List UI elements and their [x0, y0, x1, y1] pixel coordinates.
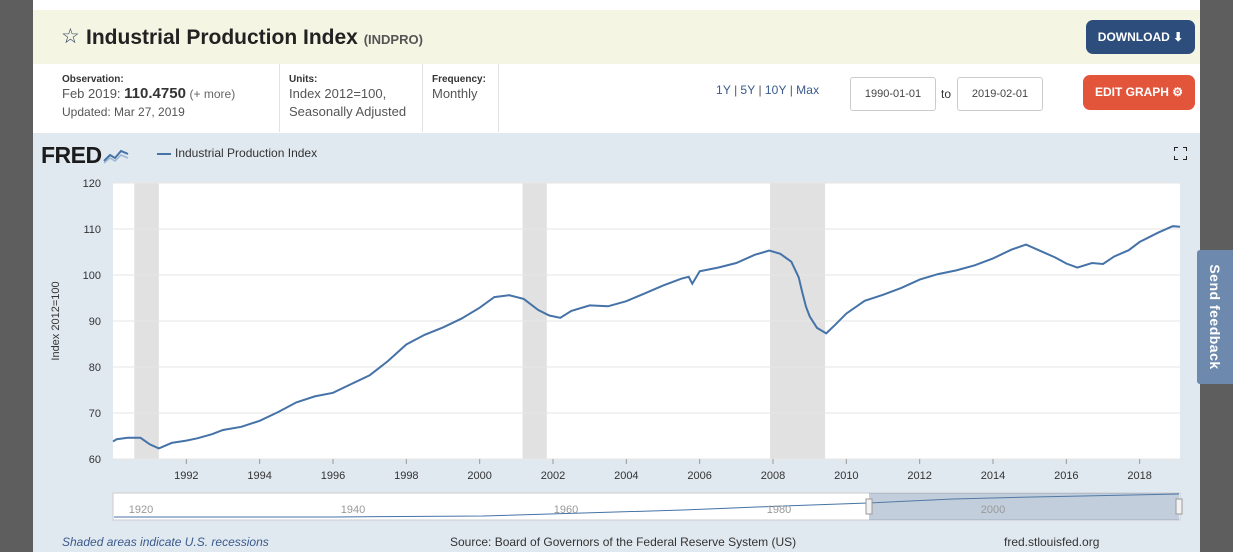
y-axis-ticks: 60 70 80 90 100 110 120	[83, 178, 101, 466]
range-separator: |	[734, 83, 738, 97]
range-separator: |	[758, 83, 762, 97]
x-tick-label: 2008	[761, 470, 785, 482]
navigator-label: 1940	[341, 504, 365, 516]
page-margin-left	[0, 0, 33, 552]
navigator-series	[114, 493, 1180, 518]
more-observations-link[interactable]: (+ more)	[189, 87, 236, 101]
info-divider	[422, 64, 423, 132]
frequency-label: Frequency:	[432, 74, 486, 85]
units-line-1: Index 2012=100,	[289, 86, 387, 101]
y-tick-label: 80	[89, 362, 101, 374]
range-10y[interactable]: 10Y	[764, 83, 787, 97]
navigator-label: 1980	[767, 504, 791, 516]
info-divider	[279, 64, 280, 132]
end-date-input[interactable]: 2019-02-01	[957, 77, 1043, 111]
start-date-input[interactable]: 1990-01-01	[850, 77, 936, 111]
units-label: Units:	[289, 74, 318, 85]
navigator-handle-right[interactable]	[1175, 498, 1183, 515]
date-to-label: to	[941, 87, 952, 101]
x-tick-label: 1996	[321, 470, 345, 482]
range-1y[interactable]: 1Y	[716, 83, 732, 97]
observation-label: Observation:	[62, 74, 124, 85]
series-line	[112, 225, 1181, 450]
chart-legend: Industrial Production Index	[157, 146, 317, 160]
send-feedback-tab[interactable]: Send feedback	[1197, 250, 1233, 384]
edit-graph-label: EDIT GRAPH ⚙	[1094, 85, 1184, 99]
line-chart: 60 70 80 90 100 110 120 1992 1994 1996 1998 2000 20…	[50, 178, 1183, 521]
fred-logo-mark	[102, 149, 129, 164]
frequency-value: Monthly	[432, 86, 478, 101]
legend-label: Industrial Production Index	[175, 146, 318, 160]
y-axis-label: Index 2012=100	[50, 281, 62, 360]
frequency-block: Frequency: Monthly	[432, 64, 498, 132]
series-title: Industrial Production Index	[86, 26, 358, 49]
x-tick-label: 2002	[541, 470, 565, 482]
navigator-labels: 1920 1940 1960 1980 2000	[129, 504, 1005, 516]
y-tick-label: 110	[83, 224, 101, 236]
info-divider	[498, 64, 499, 132]
observation-date: Feb 2019:	[62, 86, 121, 101]
range-selector: 1Y | 5Y | 10Y | Max	[716, 83, 819, 97]
fred-url[interactable]: fred.stlouisfed.org	[1004, 535, 1100, 549]
x-axis-ticks: 1992 1994 1996 1998 2000 2002 2004 2006 2008 2010…	[174, 459, 1152, 482]
series-code: (INDPRO)	[363, 32, 423, 47]
range-5y[interactable]: 5Y	[740, 83, 756, 97]
x-tick-label: 2004	[614, 470, 638, 482]
y-tick-label: 90	[89, 316, 101, 328]
navigator[interactable]: 1920 1940 1960 1980 2000	[112, 492, 1183, 521]
units-line-2: Seasonally Adjusted	[289, 104, 407, 119]
series-page: ☆ Industrial Production Index (INDPRO) D…	[33, 0, 1200, 552]
range-max[interactable]: Max	[796, 83, 820, 97]
x-tick-label: 2000	[467, 470, 491, 482]
x-tick-label: 1992	[174, 470, 198, 482]
send-feedback-label: Send feedback	[1207, 264, 1223, 370]
navigator-selection[interactable]	[869, 493, 1179, 520]
legend-swatch	[157, 152, 171, 155]
fred-logo-text: FRED	[41, 142, 102, 168]
y-tick-label: 100	[83, 270, 101, 282]
chart-panel: FRED Industrial Production Index 60 70 80 9…	[33, 133, 1200, 552]
observation-block: Observation: Feb 2019: 110.4750 (+ more)…	[62, 64, 279, 132]
x-tick-label: 2018	[1127, 470, 1151, 482]
series-header: ☆ Industrial Production Index (INDPRO)	[33, 10, 1200, 64]
y-tick-label: 120	[83, 178, 101, 190]
navigator-handle-left[interactable]	[865, 498, 873, 515]
x-tick-label: 2010	[834, 470, 858, 482]
download-button[interactable]: DOWNLOAD ⬇	[1086, 20, 1195, 54]
x-tick-label: 2006	[687, 470, 711, 482]
edit-graph-button[interactable]: EDIT GRAPH ⚙	[1083, 75, 1195, 110]
observation-value: 110.4750	[124, 85, 186, 102]
navigator-label: 1960	[554, 504, 578, 516]
x-tick-label: 2016	[1054, 470, 1078, 482]
fred-logo: FRED	[41, 142, 129, 168]
updated-date: Updated: Mar 27, 2019	[62, 105, 185, 119]
range-separator: |	[789, 83, 794, 97]
y-tick-label: 70	[89, 408, 101, 420]
navigator-label: 1920	[129, 504, 153, 516]
x-tick-label: 2012	[907, 470, 931, 482]
page-title: Industrial Production Index (INDPRO)	[86, 26, 423, 52]
x-tick-label: 1998	[394, 470, 418, 482]
x-tick-label: 1994	[247, 470, 271, 482]
recession-note[interactable]: Shaded areas indicate U.S. recessions	[62, 535, 269, 549]
x-tick-label: 2014	[981, 470, 1005, 482]
star-icon[interactable]: ☆	[61, 25, 80, 48]
gridlines	[113, 182, 1180, 460]
units-block: Units: Index 2012=100, Seasonally Adjust…	[289, 64, 422, 132]
observation-value-line: Feb 2019: 110.4750 (+ more)	[62, 85, 279, 103]
navigator-label: 2000	[981, 504, 1005, 516]
y-tick-label: 60	[89, 454, 101, 466]
source-note: Source: Board of Governors of the Federa…	[450, 535, 797, 549]
download-button-label: DOWNLOAD ⬇	[1097, 30, 1184, 44]
